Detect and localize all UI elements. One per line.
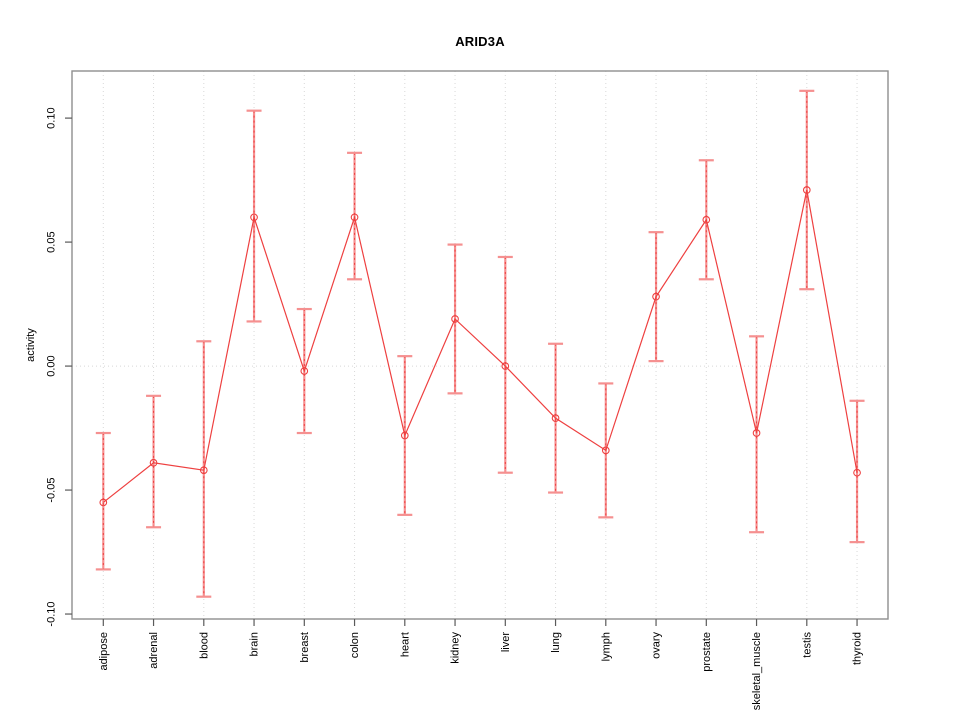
x-tick-label: ovary (651, 632, 663, 659)
data-point (400, 431, 409, 440)
data-point (802, 186, 811, 194)
data-point (601, 446, 610, 455)
x-tick-label: testis (801, 632, 813, 658)
data-point (199, 466, 208, 475)
data-point (99, 498, 108, 507)
x-tick-label: heart (399, 632, 411, 657)
x-tick-label: adipose (98, 632, 110, 671)
x-tick-label: lung (550, 632, 562, 653)
x-tick-label: liver (500, 632, 512, 653)
data-point (451, 315, 459, 323)
x-tick-label: kidney (450, 632, 462, 664)
data-point (702, 215, 711, 224)
x-tick-label: prostate (701, 632, 713, 672)
y-tick-label: -0.05 (46, 478, 58, 503)
x-tick-label: blood (198, 632, 210, 659)
y-tick-label: -0.10 (46, 602, 58, 627)
y-tick-label: 0.10 (46, 107, 58, 128)
y-tick-label: 0.00 (46, 355, 58, 376)
x-tick-label: thyroid (852, 632, 864, 665)
x-tick-label: breast (299, 632, 311, 663)
data-line (102, 189, 858, 503)
x-tick-label: brain (249, 632, 261, 656)
data-point (250, 213, 258, 222)
data-point (853, 468, 861, 477)
data-point (501, 362, 510, 370)
x-tick-label: skeletal_muscle (751, 632, 763, 710)
chart-title: ARID3A (455, 34, 505, 49)
data-point (149, 458, 158, 467)
y-tick-label: 0.05 (46, 231, 58, 252)
x-tick-label: adrenal (148, 632, 160, 669)
x-tick-label: lymph (600, 632, 612, 661)
data-point (752, 429, 761, 437)
data-point (300, 367, 309, 375)
data-point (652, 292, 660, 301)
data-point (551, 414, 560, 422)
data-point (350, 213, 359, 222)
x-tick-label: colon (349, 632, 361, 658)
plot-border (71, 70, 889, 620)
